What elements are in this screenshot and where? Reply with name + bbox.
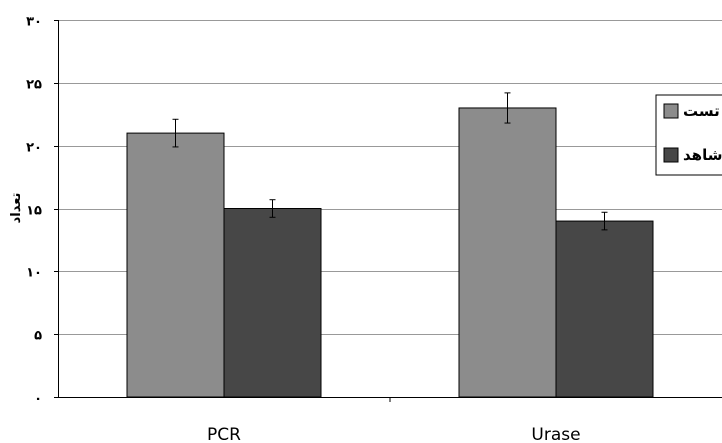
legend-swatch-test xyxy=(663,103,679,119)
error-bars xyxy=(172,92,608,231)
bar-pcr-series-1 xyxy=(223,208,322,398)
bar-urase-series-1 xyxy=(555,220,654,398)
axes xyxy=(54,20,722,402)
legend-label-test: تست xyxy=(683,102,720,120)
bar-urase-series-0 xyxy=(458,107,557,398)
x-tick-label: Urase xyxy=(531,425,580,443)
legend: تست شاهد xyxy=(655,94,722,176)
y-tick-labels: ٠ ۵ ١٠ ١۵ ٢٠ ٢۵ ٣٠ xyxy=(26,15,42,407)
y-tick-label: ١۵ xyxy=(26,204,42,219)
y-tick-label: ٠ xyxy=(34,392,42,407)
y-axis-label: تعداد xyxy=(9,193,24,224)
bars xyxy=(126,107,654,398)
y-tick-label: ٢۵ xyxy=(26,78,42,93)
bar-pcr-series-0 xyxy=(126,132,225,398)
y-tick-label: ۵ xyxy=(34,329,42,344)
y-tick-label: ١٠ xyxy=(26,266,42,281)
y-tick-label: ٢٠ xyxy=(26,141,42,156)
x-tick-label: PCR xyxy=(207,425,241,443)
y-tick-label: ٣٠ xyxy=(26,15,42,30)
legend-swatch-control xyxy=(663,147,679,163)
legend-label-control: شاهد xyxy=(683,146,722,164)
x-tick-labels: PCR Urase xyxy=(207,425,581,443)
